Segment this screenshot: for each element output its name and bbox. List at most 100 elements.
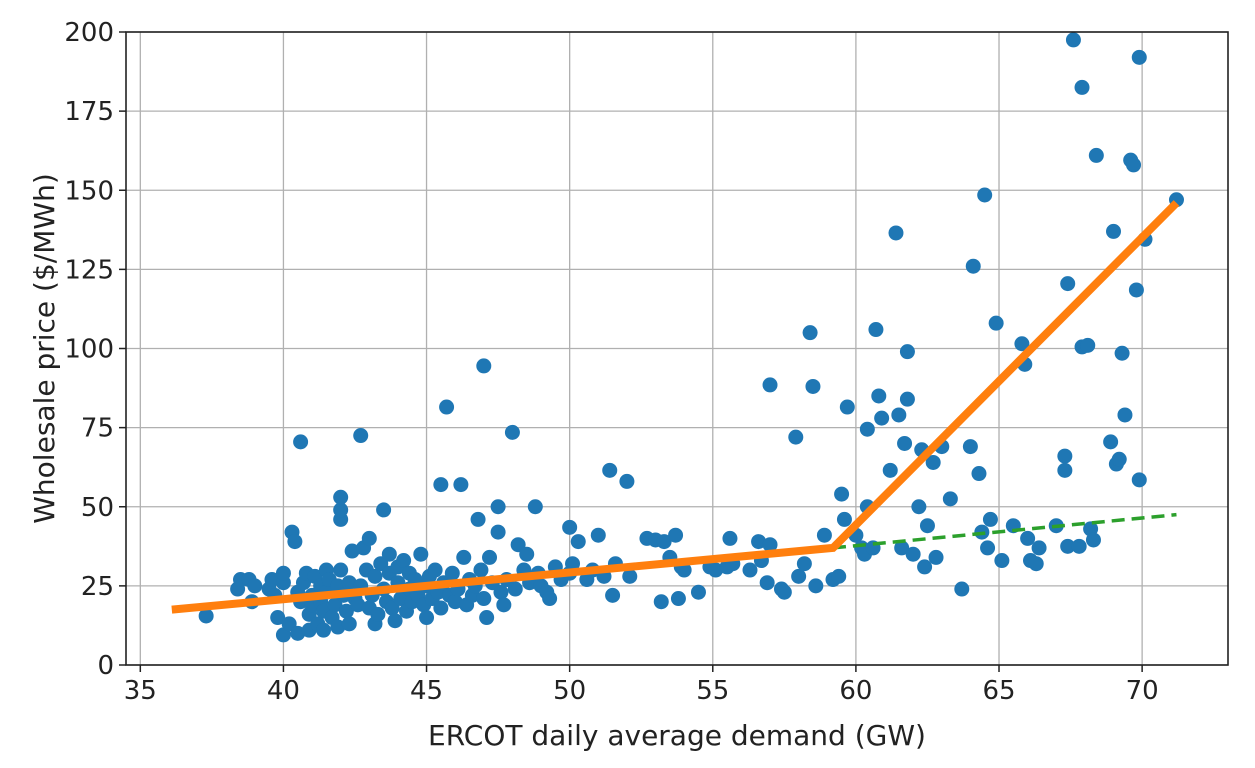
data-point bbox=[965, 258, 981, 274]
x-tick-label: 50 bbox=[553, 676, 586, 706]
data-point bbox=[954, 581, 970, 597]
data-point bbox=[670, 591, 686, 607]
data-point bbox=[776, 584, 792, 600]
data-point bbox=[1117, 407, 1133, 423]
data-point bbox=[275, 565, 291, 581]
data-point bbox=[1085, 532, 1101, 548]
data-point bbox=[570, 534, 586, 550]
data-point bbox=[590, 527, 606, 543]
data-point bbox=[293, 434, 309, 450]
data-point bbox=[470, 511, 486, 527]
data-point bbox=[333, 502, 349, 518]
data-point bbox=[882, 462, 898, 478]
data-point bbox=[911, 499, 927, 515]
data-point bbox=[281, 616, 297, 632]
data-point bbox=[816, 527, 832, 543]
data-point bbox=[962, 439, 978, 455]
data-point bbox=[344, 543, 360, 559]
data-point bbox=[198, 608, 214, 624]
data-point bbox=[493, 584, 509, 600]
data-point bbox=[444, 565, 460, 581]
data-point bbox=[527, 499, 543, 515]
data-point bbox=[831, 568, 847, 584]
data-point bbox=[1065, 32, 1081, 48]
y-tick-label: 75 bbox=[81, 414, 114, 444]
data-point bbox=[759, 575, 775, 591]
data-point bbox=[796, 556, 812, 572]
data-point bbox=[836, 511, 852, 527]
data-point bbox=[925, 454, 941, 470]
data-point bbox=[510, 537, 526, 553]
data-point bbox=[899, 344, 915, 360]
extrapolation-line bbox=[832, 512, 1177, 550]
data-point bbox=[871, 388, 887, 404]
data-point bbox=[1028, 556, 1044, 572]
data-point bbox=[676, 562, 692, 578]
data-point bbox=[619, 473, 635, 489]
data-point bbox=[490, 499, 506, 515]
data-point bbox=[453, 477, 469, 493]
data-point bbox=[994, 553, 1010, 569]
data-point bbox=[1126, 157, 1142, 173]
data-point bbox=[338, 603, 354, 619]
data-point bbox=[333, 562, 349, 578]
data-point bbox=[762, 537, 778, 553]
data-point bbox=[327, 597, 343, 613]
data-point bbox=[562, 519, 578, 535]
data-point bbox=[476, 591, 492, 607]
data-point bbox=[751, 534, 767, 550]
data-point bbox=[476, 358, 492, 374]
data-point bbox=[839, 399, 855, 415]
data-point bbox=[361, 530, 377, 546]
data-point bbox=[742, 562, 758, 578]
data-point bbox=[264, 572, 280, 588]
data-point bbox=[668, 527, 684, 543]
data-point bbox=[988, 315, 1004, 331]
data-point bbox=[788, 429, 804, 445]
data-point bbox=[1080, 337, 1096, 353]
data-point bbox=[656, 534, 672, 550]
data-point bbox=[330, 619, 346, 635]
x-tick-label: 65 bbox=[982, 676, 1015, 706]
data-point bbox=[341, 575, 357, 591]
data-point bbox=[874, 410, 890, 426]
data-point bbox=[977, 187, 993, 203]
data-point bbox=[447, 594, 463, 610]
data-point bbox=[888, 225, 904, 241]
data-point bbox=[381, 546, 397, 562]
data-point bbox=[805, 378, 821, 394]
data-point bbox=[1088, 147, 1104, 163]
data-point bbox=[542, 591, 558, 607]
data-point bbox=[605, 587, 621, 603]
data-point bbox=[350, 597, 366, 613]
data-point bbox=[808, 578, 824, 594]
data-point bbox=[917, 559, 933, 575]
data-point bbox=[891, 407, 907, 423]
data-point bbox=[519, 546, 535, 562]
data-point bbox=[287, 534, 303, 550]
data-point bbox=[859, 421, 875, 437]
data-point bbox=[1131, 49, 1147, 65]
data-point bbox=[690, 584, 706, 600]
data-point bbox=[897, 435, 913, 451]
data-point bbox=[496, 597, 512, 613]
y-tick-label: 175 bbox=[64, 97, 114, 127]
data-point bbox=[1111, 451, 1127, 467]
data-point bbox=[333, 489, 349, 505]
y-tick-label: 100 bbox=[64, 335, 114, 365]
y-axis: 0 25 50 75 100 125 150 175 200 bbox=[64, 18, 126, 681]
data-point bbox=[894, 540, 910, 556]
data-point bbox=[722, 530, 738, 546]
data-point bbox=[393, 591, 409, 607]
data-point bbox=[1057, 462, 1073, 478]
data-point bbox=[290, 625, 306, 641]
y-tick-label: 25 bbox=[81, 572, 114, 602]
data-point bbox=[376, 502, 392, 518]
data-point bbox=[341, 616, 357, 632]
data-point bbox=[504, 424, 520, 440]
data-point bbox=[1074, 79, 1090, 95]
extrapolation-series bbox=[832, 512, 1177, 550]
data-point bbox=[791, 568, 807, 584]
data-point bbox=[653, 594, 669, 610]
data-point bbox=[834, 486, 850, 502]
